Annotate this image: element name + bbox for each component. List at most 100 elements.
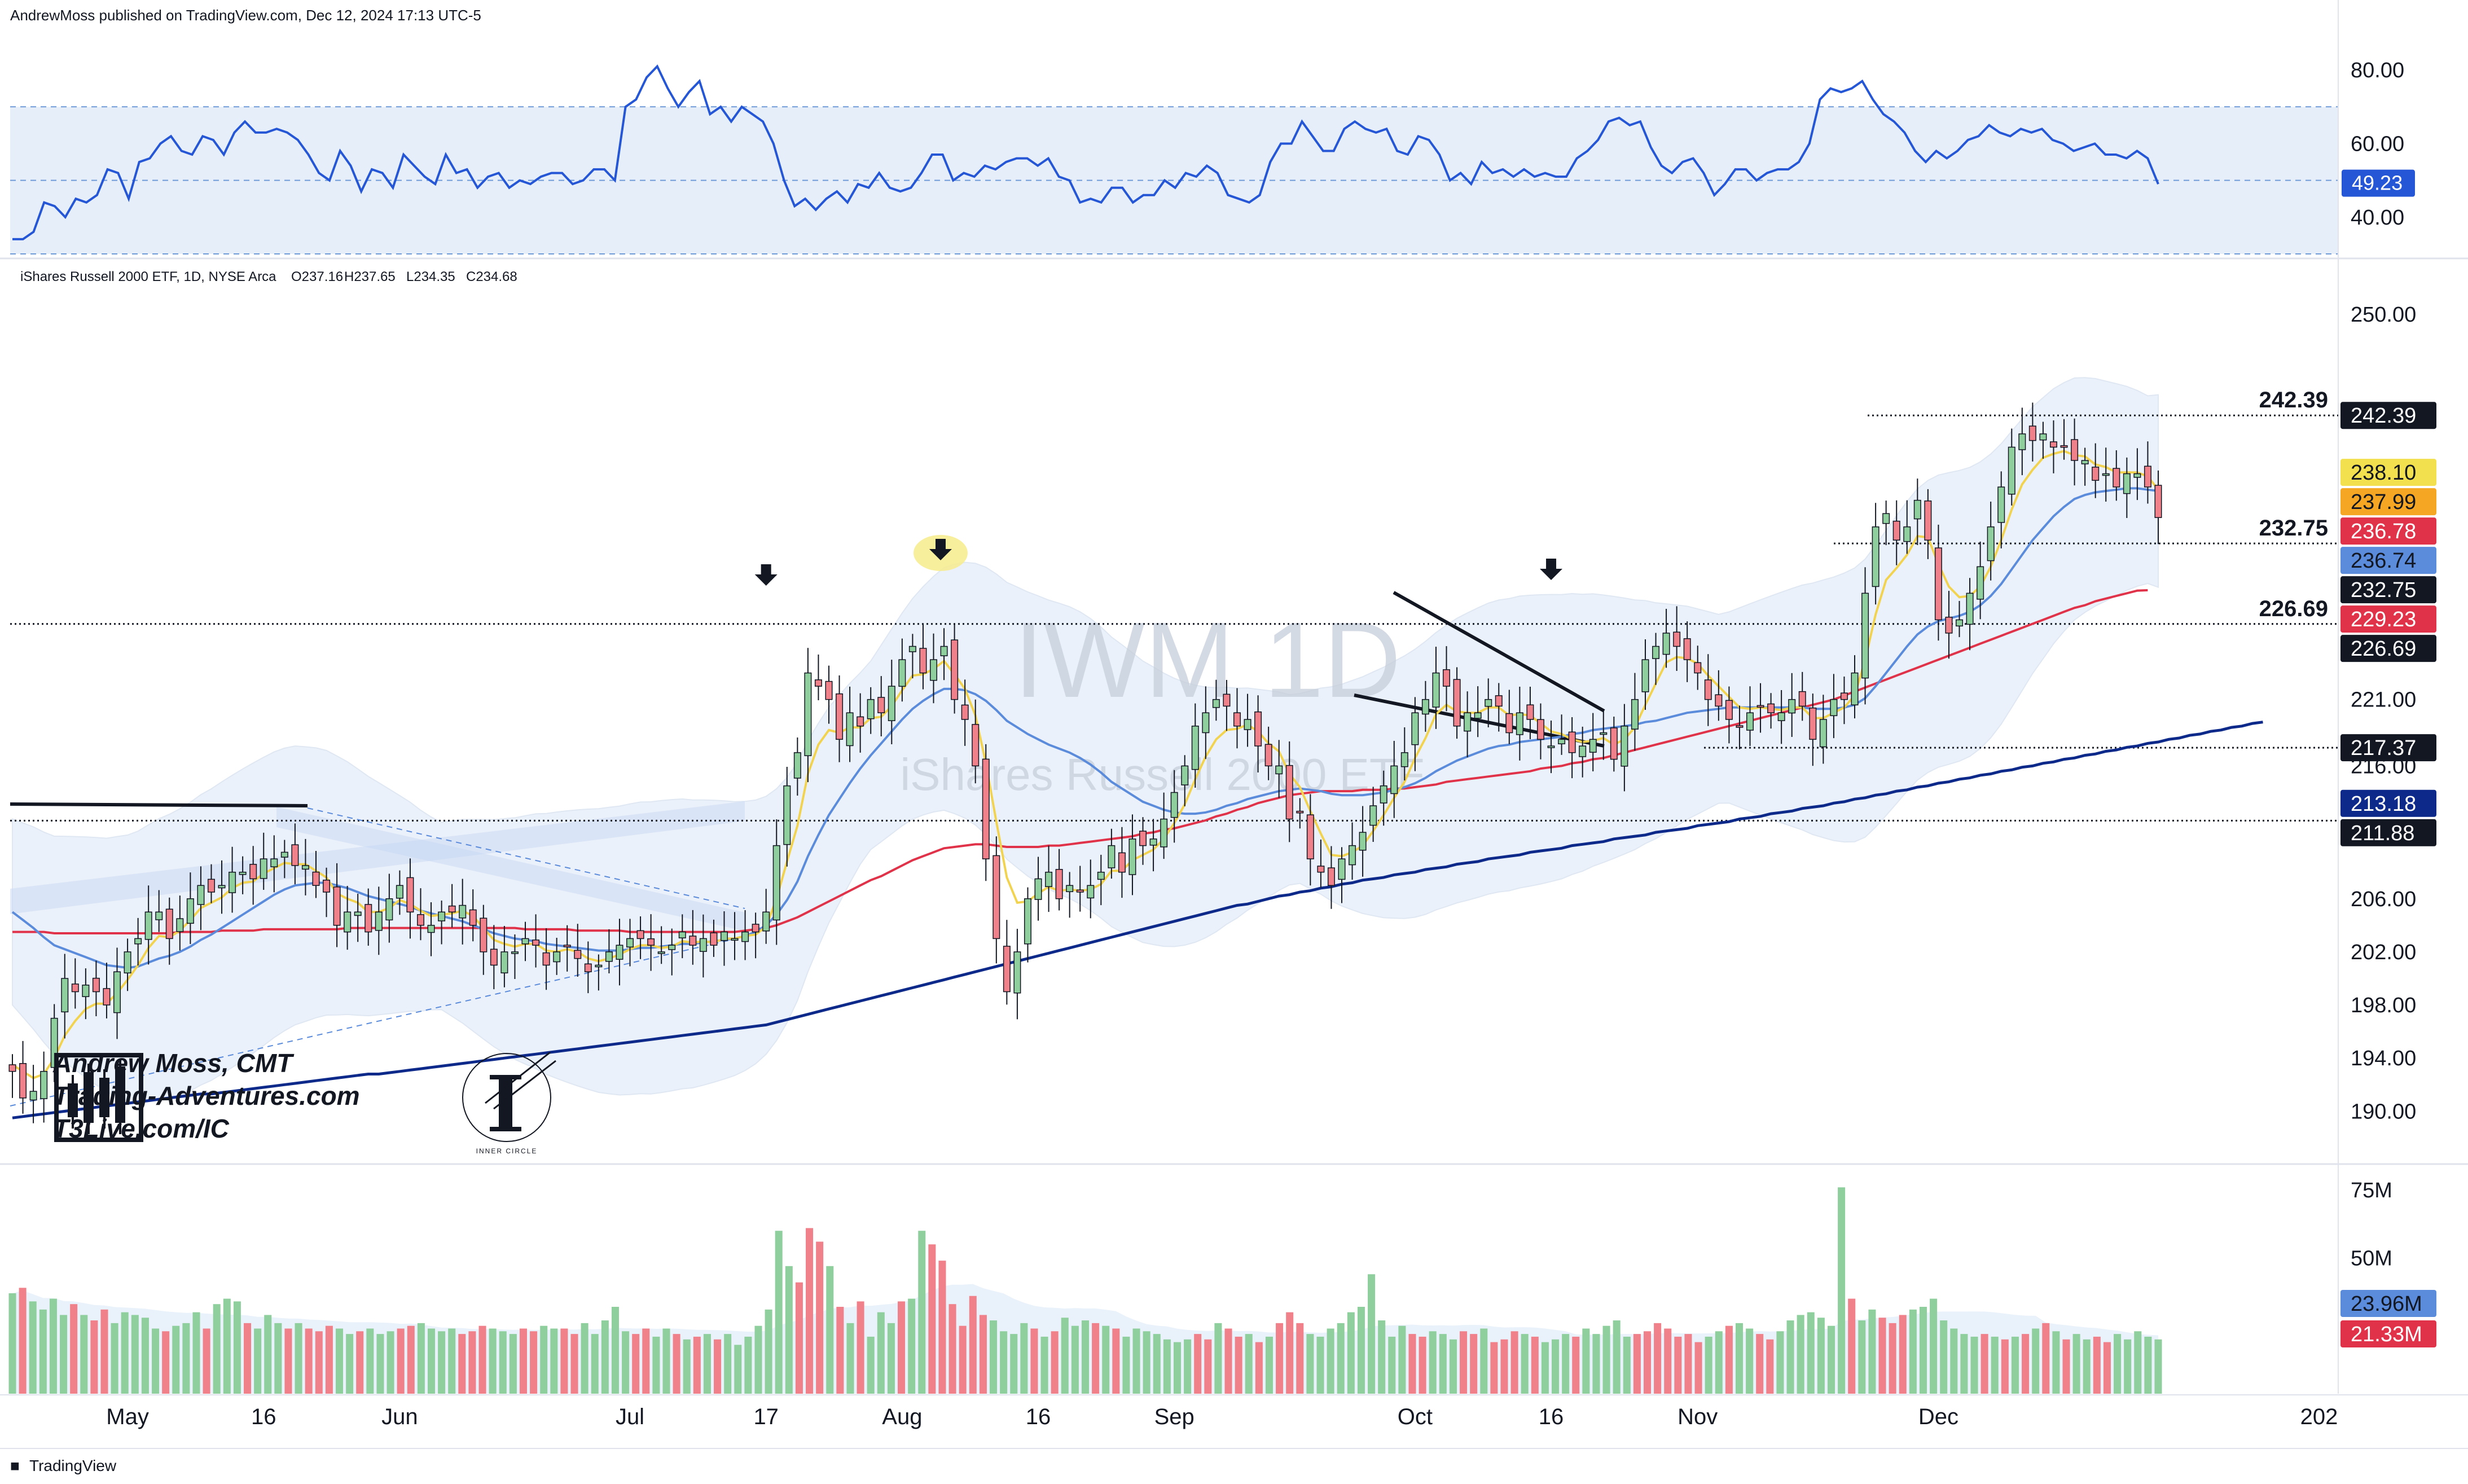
candle-body	[312, 871, 320, 886]
candle	[1233, 688, 1241, 749]
price-axis-label-text: 213.18	[2351, 792, 2416, 816]
candle	[1673, 606, 1681, 671]
author-link: T3Live.com/IC	[53, 1114, 229, 1143]
footer-brand[interactable]: TradingView	[29, 1457, 117, 1474]
candle	[804, 648, 812, 783]
volume-bar	[1623, 1336, 1631, 1394]
price-axis-label-bg	[2340, 734, 2436, 762]
price-axis-label: 226.69	[2340, 635, 2436, 662]
candle-body	[1924, 500, 1932, 541]
author-name: Andrew Moss, CMT	[53, 1048, 293, 1078]
candle-body	[731, 938, 739, 941]
candle	[2039, 422, 2047, 459]
candle-body	[2018, 433, 2026, 450]
volume-axis-label-text: 23.96M	[2351, 1292, 2422, 1316]
candle	[720, 911, 728, 966]
candle-body	[176, 918, 184, 932]
candle-body	[657, 951, 665, 954]
volume-bar	[1245, 1334, 1253, 1394]
volume-bar	[1756, 1334, 1764, 1394]
rsi-line	[12, 64, 2159, 240]
volume-bar	[1602, 1325, 1610, 1394]
candle-body	[825, 680, 833, 700]
candle	[898, 638, 906, 702]
candle-body	[1254, 711, 1262, 747]
candle	[1913, 478, 1921, 545]
volume-bar	[366, 1328, 374, 1394]
volume-bar	[908, 1298, 916, 1394]
volume-bar	[1173, 1342, 1182, 1394]
candle-body	[490, 949, 498, 966]
candle-body	[459, 905, 467, 919]
price-axis-label: 242.39	[2340, 402, 2436, 429]
candle	[1882, 500, 1890, 546]
volume-bar	[1480, 1328, 1488, 1394]
pennant-upper-line	[1393, 591, 1605, 713]
candle	[260, 832, 267, 890]
candle	[1840, 676, 1848, 725]
candle-body	[249, 864, 257, 880]
candle	[270, 835, 278, 893]
candle-body	[1526, 704, 1534, 720]
candle-body	[480, 917, 488, 952]
x-tick-label: Jun	[381, 1404, 418, 1429]
volume-bar	[836, 1307, 844, 1394]
price-axis-label: 236.74	[2340, 547, 2436, 574]
volume-bar	[1368, 1274, 1376, 1394]
candle-body	[846, 712, 854, 747]
volume-bar	[2124, 1339, 2132, 1394]
candle	[857, 693, 864, 753]
candle	[1589, 713, 1597, 771]
candle-body	[521, 938, 529, 945]
candle-body	[1746, 712, 1754, 731]
candle	[2028, 402, 2036, 462]
volume-bar	[1776, 1331, 1784, 1394]
level-text: 232.75	[2259, 516, 2328, 541]
volume-bar	[2042, 1323, 2050, 1394]
candle	[469, 889, 477, 942]
volume-bar	[1940, 1320, 1948, 1394]
volume-bar	[1000, 1331, 1008, 1394]
price-axis-label: 238.10	[2340, 459, 2436, 486]
volume-bar	[254, 1328, 262, 1394]
candle	[1977, 541, 1984, 620]
candle-body	[1400, 752, 1408, 767]
candle	[814, 654, 822, 701]
candle-body	[197, 885, 205, 905]
candle	[982, 744, 990, 881]
candle	[1756, 683, 1764, 733]
candle-body	[1987, 526, 1995, 561]
candle	[961, 679, 969, 746]
volume-bar	[60, 1315, 68, 1394]
x-tick-label: Aug	[882, 1404, 922, 1429]
candle-body	[1798, 691, 1806, 707]
candle-body	[270, 858, 278, 867]
volume-bar	[857, 1301, 864, 1394]
volume-bar	[1644, 1331, 1652, 1394]
volume-bar	[642, 1328, 650, 1394]
volume-bar	[1408, 1334, 1416, 1394]
ohlc-close: C234.68	[466, 269, 517, 284]
candle	[1338, 847, 1346, 903]
candle-body	[2060, 445, 2068, 448]
price-axis-label-text: 226.69	[2351, 637, 2416, 661]
candle	[511, 934, 519, 980]
price-axis-label-bg	[2340, 547, 2436, 574]
candle	[1191, 703, 1199, 788]
volume-bar	[1715, 1331, 1723, 1394]
candle	[888, 660, 895, 745]
volume-bar	[948, 1304, 956, 1394]
symbol-title: iShares Russell 2000 ETF, 1D, NYSE Arca	[20, 269, 276, 284]
volume-bar	[1143, 1331, 1150, 1394]
volume-bar	[632, 1334, 640, 1394]
candle-body	[1600, 732, 1608, 735]
candle	[239, 856, 247, 894]
candle-body	[469, 909, 477, 926]
candle	[783, 767, 791, 867]
price-pane: IWM 1D iShares Russell 2000 ETF iShares …	[8, 269, 2436, 1123]
candle	[1453, 667, 1461, 739]
volume-bar	[478, 1325, 486, 1394]
volume-bar	[1991, 1336, 1999, 1394]
level-text: 242.39	[2259, 388, 2328, 412]
